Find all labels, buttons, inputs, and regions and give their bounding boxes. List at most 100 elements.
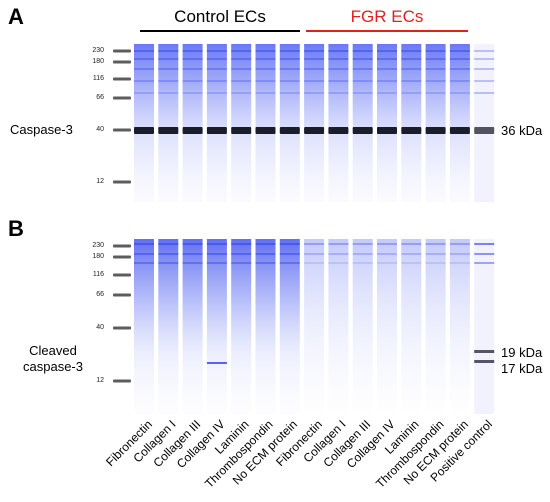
lane-band [401,58,422,60]
lane-band [255,243,276,245]
lane-band [449,58,470,60]
lane-band [352,92,373,94]
lane-band [449,50,470,52]
lane-band [206,58,227,60]
row-label-caspase-3: Caspase-3 [10,122,73,137]
mw-label: 116 [92,271,104,278]
lane-band [231,68,252,70]
lane-band [182,68,203,70]
lane-b [328,239,349,414]
lane-a [231,44,252,202]
group-line-control [140,30,300,32]
lane-band [182,50,203,52]
lane-band [474,68,495,70]
lane-b [158,239,179,414]
lane-a [474,44,495,202]
ladder-band [113,273,131,277]
lane-band [158,58,179,60]
lane-band [134,58,154,60]
lane-band [231,92,252,94]
lane-band [255,262,276,264]
lane-band [352,243,373,245]
lane-band [328,243,349,245]
lane-band [401,243,422,245]
group-title-fgr: FGR ECs [350,7,424,26]
lane-a [279,44,300,202]
lane-band [377,50,397,52]
lane-a [304,44,325,202]
lane-b [206,239,227,414]
kda-label-19: 19 kDa [501,345,543,360]
lane-band [134,92,154,94]
lane-band [401,50,422,52]
ladder-band [113,255,131,259]
lane-band [474,58,495,60]
ladder-band [113,128,131,132]
lane-band [182,253,203,255]
ladder-band [113,379,131,383]
lane-band [425,92,446,94]
lane-band [206,50,227,52]
lane-band [279,50,300,52]
lane-band [474,253,495,255]
mw-label: 66 [96,291,104,298]
lane-band [304,80,325,82]
lane-band [401,262,422,264]
lane-band [425,253,446,255]
lane-a [134,44,154,202]
mw-label: 230 [92,47,104,54]
lane-a [425,44,446,202]
lane-band [474,262,495,264]
lane-band [328,58,349,60]
lane-band [425,50,446,52]
mw-label: 12 [96,178,104,185]
ladder-band [113,293,131,297]
mw-label: 116 [92,75,104,82]
lane-band [206,80,227,82]
ladder-band [113,49,131,53]
lane-band [279,243,300,245]
lane-band [231,58,252,60]
lane-band [158,68,179,70]
lane-band [134,80,154,82]
lane-band [279,80,300,82]
ladder-band [113,244,131,248]
lane-band [352,50,373,52]
lane-band [401,92,422,94]
lane-band [255,253,276,255]
lane-band [328,68,349,70]
lane-band [304,253,325,255]
lane-b [134,239,154,414]
ladder-band [113,326,131,330]
lane-band [158,262,179,264]
lane-a [401,44,422,202]
lane-band [304,243,325,245]
lane-band [425,243,446,245]
lane-band [304,58,325,60]
row-label-cleaved-line2: caspase-3 [23,359,83,374]
lane-a [206,44,227,202]
lane-b [182,239,203,414]
ladder-band [113,60,131,64]
lane-band [449,243,470,245]
panel-a-lanes [113,44,495,202]
caspase-3-band [425,127,446,134]
cleaved-19kda-band [474,350,495,353]
mw-label: 180 [92,58,104,65]
lane-band [158,80,179,82]
lane-band [449,253,470,255]
lane-band [474,50,495,52]
lane-b [255,239,276,414]
lane-band [231,253,252,255]
caspase-3-band [231,127,252,134]
panel-b-lanes [113,239,495,414]
lane-band [182,92,203,94]
lane-band [352,262,373,264]
lane-band [352,68,373,70]
lane-band [449,68,470,70]
lane-band [377,68,397,70]
lane-band [206,68,227,70]
lane-band [134,50,154,52]
caspase-3-band [206,127,227,134]
lane-band [158,50,179,52]
